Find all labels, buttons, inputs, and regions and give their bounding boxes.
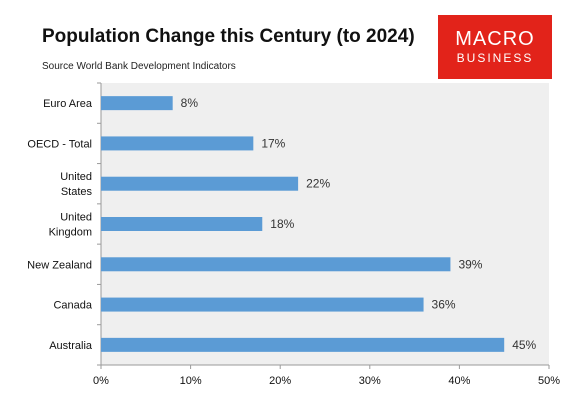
category-label: Canada — [53, 300, 92, 312]
category-label: United — [60, 171, 92, 183]
data-label: 45% — [512, 338, 536, 352]
data-label: 36% — [432, 298, 456, 312]
x-tick-label: 10% — [180, 375, 202, 387]
bar — [101, 337, 505, 352]
data-label: 39% — [458, 257, 482, 271]
data-label: 8% — [181, 96, 199, 110]
data-label: 18% — [270, 217, 294, 231]
bar — [101, 297, 424, 312]
chart-title: Population Change this Century (to 2024) — [42, 26, 415, 47]
bar — [101, 257, 451, 272]
x-tick-label: 40% — [448, 375, 470, 387]
x-tick-label: 50% — [538, 375, 560, 387]
category-label: United — [60, 212, 92, 224]
bar — [101, 217, 263, 231]
chart-subtitle: Source World Bank Development Indicators — [42, 61, 236, 72]
x-tick-label: 0% — [93, 375, 109, 387]
category-label: States — [61, 186, 93, 198]
category-label: New Zealand — [27, 259, 92, 271]
bar — [101, 136, 254, 151]
macro-business-logo: MACRO BUSINESS — [438, 15, 552, 79]
data-label: 22% — [306, 177, 330, 191]
category-label: Australia — [49, 340, 93, 352]
category-label: Kingdom — [49, 227, 92, 239]
logo-line-2: BUSINESS — [456, 51, 534, 65]
x-tick-label: 20% — [269, 375, 291, 387]
category-label: OECD - Total — [27, 138, 92, 150]
data-label: 17% — [261, 136, 285, 150]
bar — [101, 96, 173, 111]
bar — [101, 176, 299, 191]
logo-line-1: MACRO — [455, 28, 535, 50]
category-label: Euro Area — [43, 98, 93, 110]
x-tick-label: 30% — [359, 375, 381, 387]
